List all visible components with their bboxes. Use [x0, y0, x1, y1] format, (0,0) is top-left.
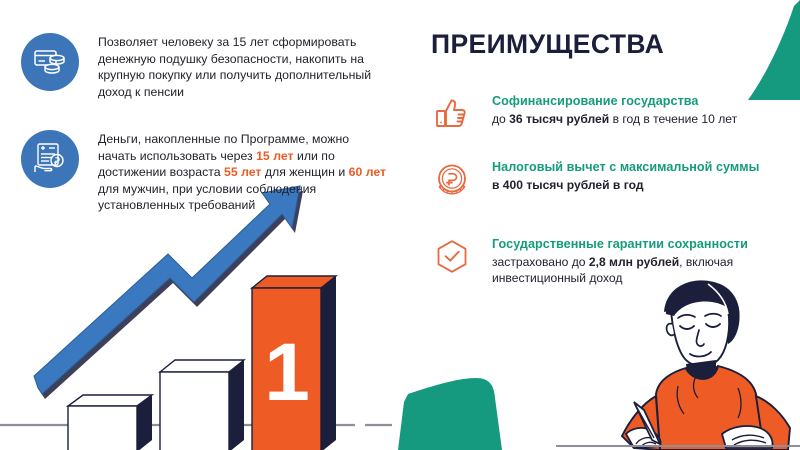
- teal-blob-shape: [398, 378, 502, 450]
- chart-trend-arrow: [33, 185, 303, 399]
- benefit-item-3: Государственные гарантии сохранности зас…: [428, 233, 792, 286]
- right-column: ПРЕИМУЩЕСТВА Софинансирование государств…: [420, 0, 800, 450]
- left-column: 1 Позволяет ч: [0, 33, 392, 450]
- benefit-item-2-subtitle: в 400 тысяч рублей в год: [492, 178, 644, 192]
- teal-corner-shape: [748, 0, 800, 100]
- chart-bar-2: [158, 359, 246, 450]
- card-coins-icon: [21, 33, 79, 91]
- info-item-2: Деньги, накопленные по Программе, можно …: [21, 130, 390, 214]
- man-writing-illustration: [556, 280, 800, 450]
- benefit-item-1-title: Софинансирование государства: [492, 94, 699, 108]
- info-item-1: Позволяет человеку за 15 лет сформироват…: [21, 33, 390, 100]
- hand-document-ruble-icon: [21, 130, 79, 188]
- thumbs-up-icon: [428, 90, 476, 138]
- benefit-item-3-subtitle: застраховано до 2,8 млн рублей, включая …: [492, 255, 734, 286]
- growth-bar-chart: 1: [0, 185, 392, 450]
- benefit-item-2: Налоговый вычет с максимальной суммы в 4…: [428, 156, 759, 204]
- chart-bar-3: 1: [250, 275, 338, 450]
- benefit-item-3-body: Государственные гарантии сохранности зас…: [492, 233, 792, 286]
- info-item-2-text: Деньги, накопленные по Программе, можно …: [98, 132, 387, 213]
- page-title: ПРЕИМУЩЕСТВА: [431, 29, 665, 59]
- benefit-item-1: Софинансирование государства до 36 тысяч…: [428, 90, 737, 138]
- benefit-item-3-title: Государственные гарантии сохранности: [492, 237, 748, 251]
- chart-bar-1: [65, 394, 155, 450]
- benefit-item-1-subtitle: до 36 тысяч рублей в год в течение 10 ле…: [492, 112, 738, 126]
- chart-bar-3-label: 1: [264, 327, 310, 418]
- benefit-item-2-title: Налоговый вычет с максимальной суммы: [492, 160, 760, 174]
- benefit-item-2-body: Налоговый вычет с максимальной суммы в 4…: [492, 156, 759, 193]
- ruble-coin-icon: [428, 156, 476, 204]
- benefit-item-1-body: Софинансирование государства до 36 тысяч…: [492, 90, 737, 127]
- hexagon-check-icon: [428, 233, 476, 281]
- info-item-1-text: Позволяет человеку за 15 лет сформироват…: [98, 35, 372, 99]
